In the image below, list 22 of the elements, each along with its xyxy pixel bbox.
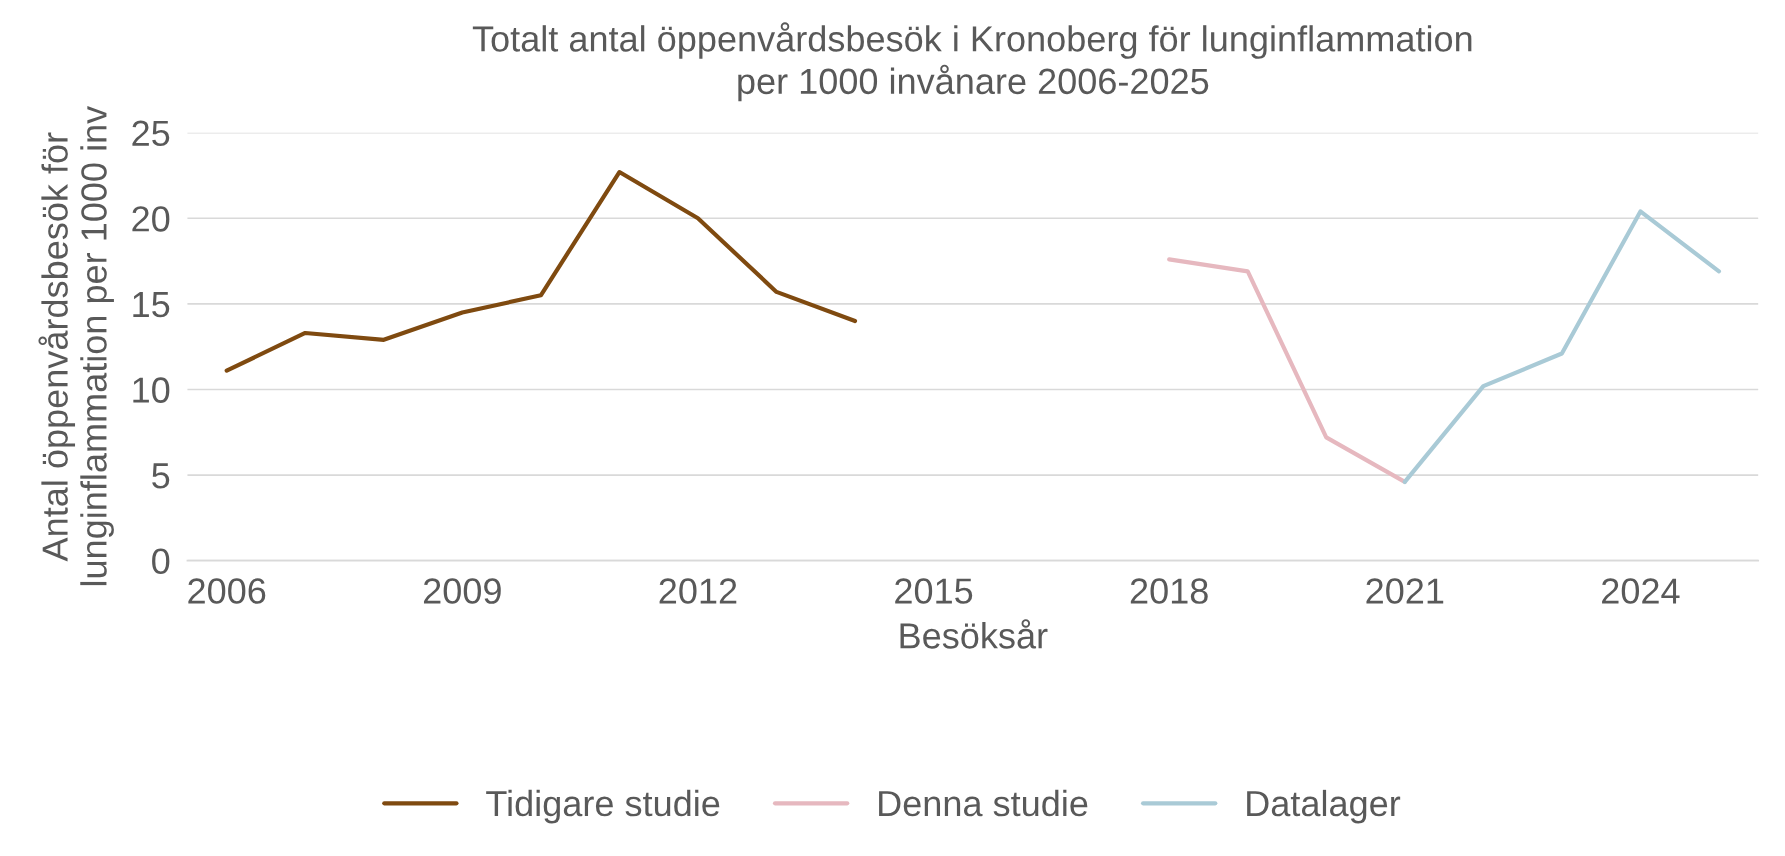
y-tick-label: 15 bbox=[133, 292, 170, 318]
x-tick-label: 2012 bbox=[659, 578, 737, 604]
y-tick-label: 0 bbox=[152, 548, 170, 575]
y-tick-label: 10 bbox=[133, 377, 170, 403]
x-tick-label: 2015 bbox=[895, 578, 973, 604]
x-tick-label: 2006 bbox=[188, 578, 266, 604]
legend-label: Datalager bbox=[1247, 789, 1401, 824]
x-axis-title: Besöksår bbox=[900, 619, 1048, 649]
x-tick-label: 2021 bbox=[1366, 578, 1444, 604]
y-tick-label: 5 bbox=[152, 463, 170, 489]
line-series bbox=[1167, 257, 1407, 485]
chart-title: Totalt antal öppenvårdsbesök i Kronoberg för lunginflammation per 1000 invånare 2006-2025 bbox=[472, 22, 1472, 102]
legend-label: Denna studie bbox=[879, 789, 1088, 817]
y-axis-title: Antal öppenvårdsbesök för lunginflammation per 1000 inv bbox=[38, 105, 114, 586]
line-series bbox=[224, 169, 858, 373]
x-tick-label: 2024 bbox=[1602, 578, 1680, 604]
legend-label: Tidigare studie bbox=[486, 789, 720, 824]
x-tick-label: 2018 bbox=[1130, 578, 1208, 604]
y-tick-label: 20 bbox=[132, 206, 170, 232]
x-tick-label: 2009 bbox=[423, 578, 501, 604]
line-series bbox=[1402, 209, 1722, 485]
y-tick-label: 25 bbox=[132, 120, 170, 147]
